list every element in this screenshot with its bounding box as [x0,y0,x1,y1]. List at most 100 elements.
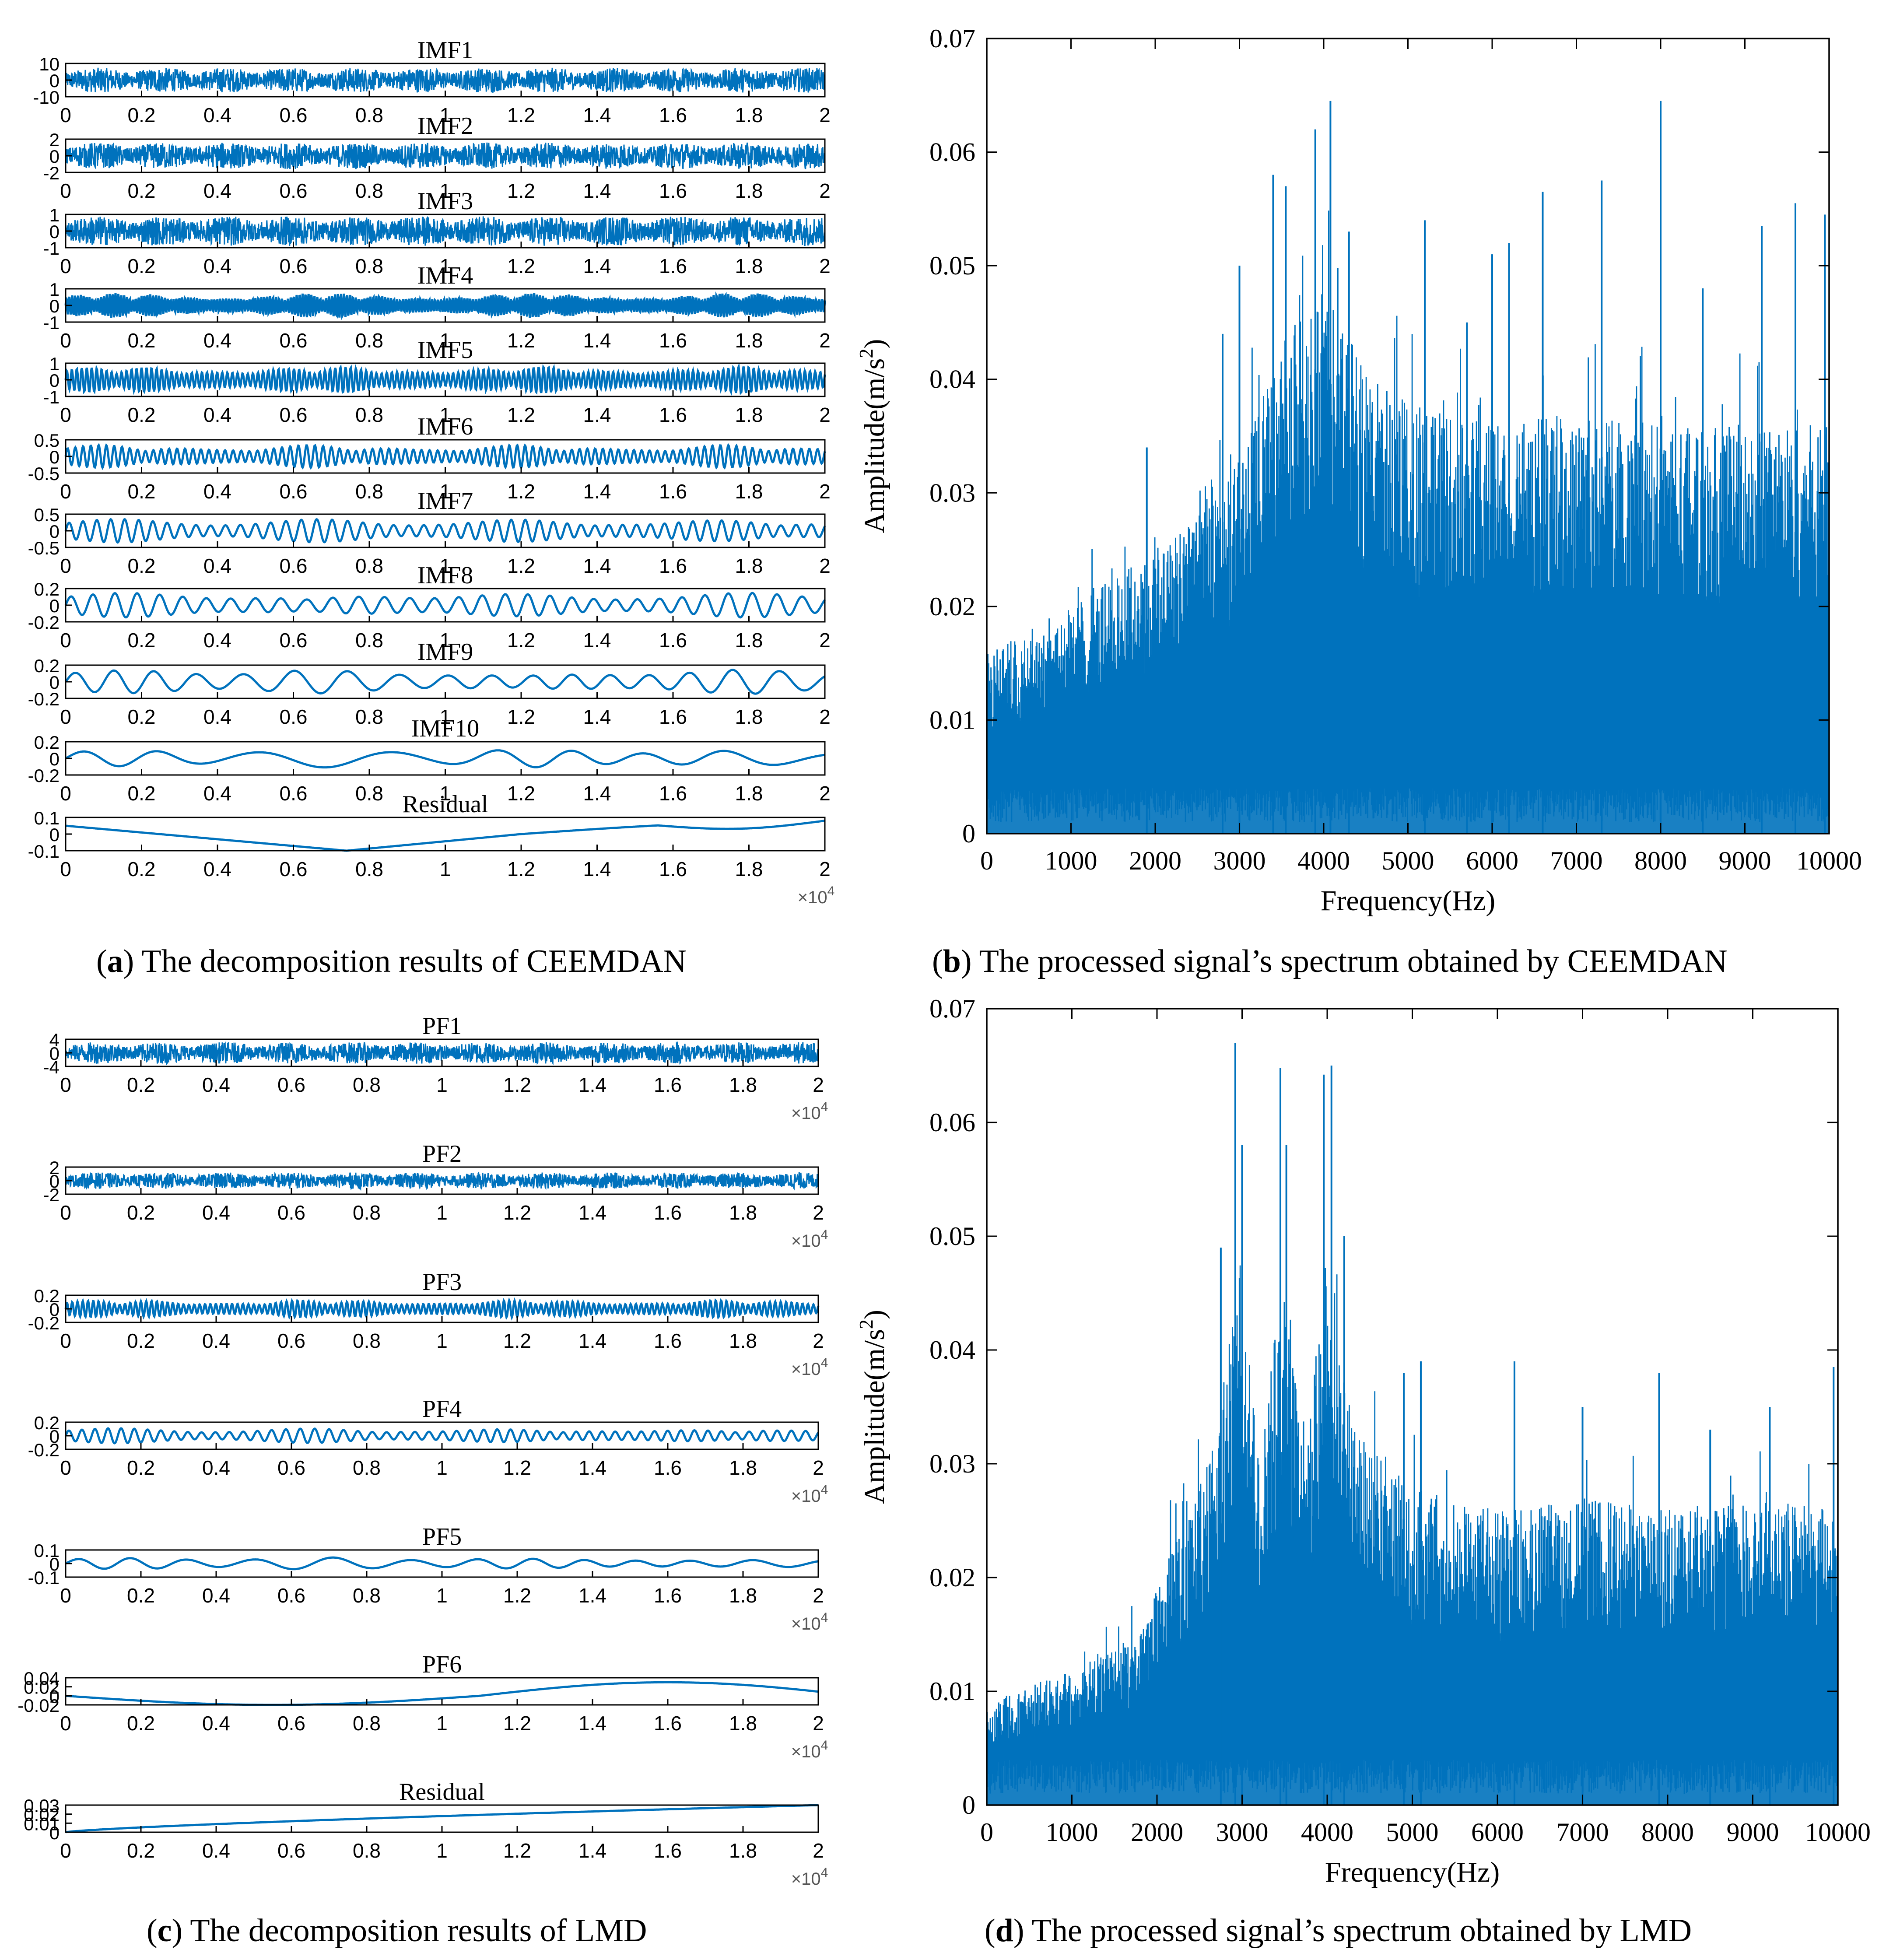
c-pf1-xtick-label: 0.6 [277,1073,305,1096]
c-pf4-xtick-label: 2 [813,1456,824,1479]
c-pf3-xtick-label: 0.6 [277,1329,305,1352]
c-pf4-xtick-label: 1.4 [578,1456,606,1479]
c-pf5-ytick-label: -0.1 [28,1567,60,1588]
a-imf5-xtick-label: 1.2 [507,403,535,426]
c-pf2-xtick-label: 0.6 [277,1201,305,1224]
a-imf8-title: IMF8 [417,562,473,589]
c-pf3-x-exponent: ×104 [791,1356,828,1379]
c-pf4-ytick-label: -0.2 [28,1440,60,1460]
c-pf5-xtick-label: 0.6 [277,1584,305,1607]
c-pf1-x-exponent: ×104 [791,1100,828,1123]
a-residual-title: Residual [403,791,488,818]
panel-b-xtick-label: 1000 [1045,846,1097,875]
c-pf6-ytick-label: -0.02 [18,1695,60,1716]
a-imf2-xtick-label: 1 [440,179,451,202]
panel-d-xtick-label: 2000 [1131,1818,1183,1847]
c-pf6-xtick-label: 1.6 [654,1712,682,1735]
panel-b-ytick-label: 0.03 [929,478,975,507]
a-imf7-xtick-label: 0.4 [203,554,231,577]
c-pf2-xtick-label: 1.6 [654,1201,682,1224]
panel-b-xtick-label: 10000 [1796,846,1862,875]
a-imf10-title: IMF10 [411,715,480,742]
c-pf6-x-exponent: ×104 [791,1738,828,1761]
c-pf3-xtick-label: 0.4 [202,1329,230,1352]
a-imf7-xtick-label: 0 [60,554,71,577]
c-pf6-xtick-label: 1 [436,1712,448,1735]
c-pf3-xtick-label: 0.8 [353,1329,381,1352]
a-imf6-xtick-label: 1 [440,480,451,503]
c-residual-xtick-label: 1.8 [729,1839,757,1862]
c-pf1-title: PF1 [422,1013,462,1040]
a-imf3-xtick-label: 1.4 [583,255,611,277]
c-residual-ytick-label: 0.03 [24,1795,60,1816]
a-imf1-xtick-label: 1.8 [735,104,763,126]
c-pf2-xtick-label: 1.8 [729,1201,757,1224]
a-imf5-xtick-label: 0.8 [355,403,383,426]
c-pf6-xtick-label: 1.2 [503,1712,531,1735]
c-pf4-ytick-label: 0 [49,1426,60,1447]
a-imf3-xtick-label: 1 [440,255,451,277]
a-imf9-xtick-label: 0.8 [355,705,383,728]
caption-d: (d) The processed signal’s spectrum obta… [985,1913,1692,1949]
c-pf6-xtick-label: 1.8 [729,1712,757,1735]
panel-b-xtick-label: 6000 [1466,846,1518,875]
a-imf6-xtick-label: 0.6 [280,480,308,503]
a-imf9-signal [64,669,826,695]
a-imf5-signal [64,362,826,396]
a-residual-signal [65,820,825,852]
c-pf5-title: PF5 [422,1523,462,1550]
a-imf6-xtick-label: 0.4 [203,480,231,503]
a-imf5-xtick-label: 0 [60,403,71,426]
a-imf3-xtick-label: 0.2 [128,255,156,277]
c-pf3-title: PF3 [422,1269,462,1296]
c-residual-ytick-label: 0.01 [24,1813,60,1834]
a-residual-xtick-label: 0 [60,858,71,880]
c-pf3-ytick-label: 0.2 [34,1286,60,1306]
panel-d-ytick-label: 0.06 [929,1108,975,1137]
a-imf6-xtick-label: 0.8 [355,480,383,503]
a-residual-xtick-label: 1.2 [507,858,535,880]
a-imf9-xtick-label: 1.8 [735,705,763,728]
a-imf5-title: IMF5 [417,337,473,364]
c-pf1-xtick-label: 1 [436,1073,448,1096]
a-imf7-signal [64,518,826,544]
a-imf3-xtick-label: 1.2 [507,255,535,277]
panel-d-xtick-label: 4000 [1301,1818,1353,1847]
panel-d-xtick-label: 6000 [1471,1818,1524,1847]
a-imf8-xtick-label: 1 [440,629,451,652]
a-imf2-ytick-label: -2 [43,163,60,183]
a-imf1-ytick-label: 10 [39,54,60,74]
caption-a: (a) The decomposition results of CEEMDAN [96,943,687,979]
a-imf10-xtick-label: 1 [440,782,451,805]
a-imf9-xtick-label: 1.6 [659,705,687,728]
a-imf2-xtick-label: 0.8 [355,179,383,202]
panel-d-spectrum-body [987,1475,1838,1805]
c-residual-xtick-label: 2 [813,1839,824,1862]
panel-b-ytick-label: 0.01 [929,705,975,734]
a-imf4-xtick-label: 0.2 [128,329,156,352]
a-imf10-xtick-label: 1.2 [507,782,535,805]
c-residual-xtick-label: 1 [436,1839,448,1862]
c-pf2-signal [65,1171,819,1191]
a-imf7-ytick-label: -0.5 [28,538,60,558]
a-imf3-xtick-label: 1.6 [659,255,687,277]
c-pf6-xtick-label: 0.6 [277,1712,305,1735]
a-imf7-xtick-label: 1 [440,554,451,577]
a-imf8-signal [64,592,826,619]
c-pf5-x-exponent: ×104 [791,1610,828,1634]
a-imf5-ytick-label: -1 [43,387,60,407]
a-imf2-xtick-label: 0.6 [280,179,308,202]
c-pf5-xtick-label: 0.2 [127,1584,155,1607]
a-imf7-xtick-label: 1.8 [735,554,763,577]
c-pf4-xtick-label: 0 [60,1456,71,1479]
c-pf4-xtick-label: 1.6 [654,1456,682,1479]
c-pf6-xtick-label: 0 [60,1712,71,1735]
panel-b-spectrum-body [987,517,1829,834]
c-pf2-x-exponent: ×104 [791,1227,828,1251]
a-imf7-xtick-label: 0.8 [355,554,383,577]
c-pf4-xtick-label: 0.6 [277,1456,305,1479]
panel-d-xtick-label: 9000 [1727,1818,1779,1847]
a-imf6-signal [64,443,826,470]
a-imf5-ytick-label: 0 [49,370,60,391]
c-pf4-signal [64,1427,820,1445]
